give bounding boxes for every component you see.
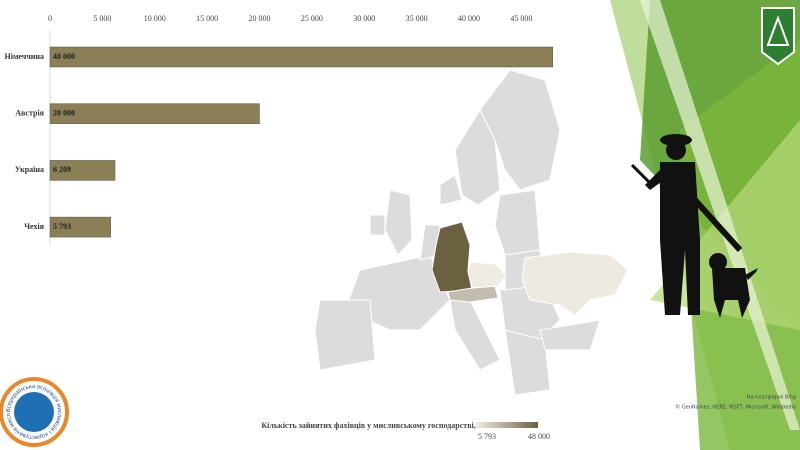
value-label: 6 209 — [53, 165, 71, 174]
decor-background — [610, 0, 800, 450]
y-tick-label: Австрія — [15, 109, 44, 118]
bar — [49, 160, 116, 181]
bar — [49, 216, 111, 238]
attribution: © GeoNames, HERE, MSFT, Microsoft, Wikip… — [675, 404, 796, 411]
hunter-silhouette — [630, 134, 758, 318]
y-tick-label: Україна — [15, 165, 44, 174]
y-tick-label: Чехія — [24, 222, 44, 231]
value-label: 5 793 — [53, 222, 71, 231]
x-tick-label: 45 000 — [510, 14, 532, 23]
legend-min: 5 793 — [478, 432, 496, 441]
x-tick-label: 35 000 — [406, 14, 428, 23]
x-tick-label: 40 000 — [458, 14, 480, 23]
map-country — [521, 251, 629, 316]
y-tick-label: Німеччина — [5, 52, 45, 61]
ministry-logo — [761, 7, 795, 66]
x-tick-label: 10 000 — [144, 14, 166, 23]
x-tick-label: 0 — [48, 14, 52, 23]
bar — [49, 103, 260, 124]
data-regions — [431, 221, 629, 316]
map-country — [467, 261, 507, 289]
x-tick-label: 15 000 — [196, 14, 218, 23]
attribution: На платформі Bing — [747, 395, 796, 401]
value-label: 20 000 — [53, 109, 75, 118]
x-tick-label: 25 000 — [301, 14, 323, 23]
legend-max: 48 000 — [528, 432, 550, 441]
legend-gradient — [476, 422, 538, 428]
value-label: 48 000 — [53, 52, 75, 61]
map-title: Кількість зайнятих фахівців у мисливсько… — [261, 421, 492, 430]
x-tick-label: 20 000 — [248, 14, 270, 23]
bar — [49, 46, 554, 68]
x-tick-label: 5 000 — [93, 14, 111, 23]
x-tick-label: 30 000 — [353, 14, 375, 23]
